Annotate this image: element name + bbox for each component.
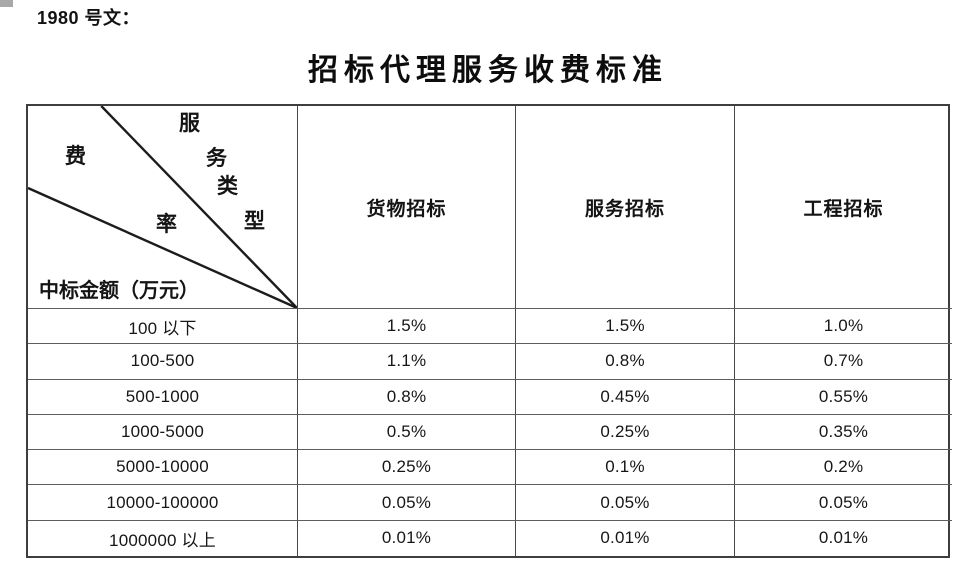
rate-cell: 0.8%: [516, 344, 735, 380]
rate-cell: 0.1%: [516, 450, 735, 486]
rate-cell: 0.5%: [298, 414, 516, 451]
rate-cell: 1.5%: [516, 309, 735, 345]
page-edge-artifact: [0, 0, 13, 7]
rate-cell: 0.05%: [735, 485, 952, 521]
rate-cell: 0.45%: [516, 379, 735, 415]
amount-cell: 100 以下: [28, 309, 298, 345]
rate-cell: 0.01%: [818, 528, 869, 548]
corner-service-type-char: 务: [206, 146, 227, 170]
column-header-services: 服务招标: [516, 106, 735, 309]
corner-service-type-char: 型: [244, 209, 265, 233]
amount-cell: 10000-100000: [28, 485, 298, 521]
page-title: 招标代理服务收费标准: [308, 54, 668, 87]
rate-cell: 0.05%: [516, 485, 735, 521]
diagonal-split-lines: [28, 106, 297, 308]
rate-cell: 0.35%: [735, 415, 952, 451]
amount-cell: 1000000 以上: [28, 520, 298, 556]
amount-cell: 1000-5000: [28, 414, 298, 451]
fee-standard-table: 服 务 类 型 费 率 中标金额（万元） 货物招标 服务招标 工程招标 100 …: [26, 104, 952, 558]
rate-cell: 0.55%: [735, 380, 952, 415]
rate-cell: 0.05%: [298, 485, 516, 521]
rate-cell: 0.25%: [516, 414, 735, 451]
rate-cell: 1.0%: [735, 309, 952, 345]
corner-fee-rate-char: 率: [156, 212, 177, 236]
rate-cell: 0.7%: [735, 344, 952, 380]
table-corner-header-cell: 服 务 类 型 费 率 中标金额（万元）: [28, 106, 298, 309]
rate-cell: 0.01%: [298, 520, 516, 556]
amount-cell: 100-500: [28, 344, 298, 380]
amount-cell: 5000-10000: [28, 450, 298, 486]
column-header-works: 工程招标: [735, 106, 952, 309]
rate-cell: 0.8%: [298, 379, 516, 415]
diagonal-line-upper: [100, 106, 297, 308]
corner-service-type-char: 类: [217, 174, 238, 198]
diagonal-line-lower: [28, 186, 297, 308]
corner-amount-label: 中标金额（万元）: [39, 280, 199, 302]
amount-cell: 500-1000: [28, 379, 298, 415]
corner-fee-rate-char: 费: [65, 144, 86, 168]
rate-cell: 1.1%: [298, 344, 516, 380]
rate-cell: 1.5%: [298, 309, 516, 345]
doc-number-label: 1980 号文：: [37, 8, 141, 28]
rate-cell: 0.25%: [298, 450, 516, 486]
rate-cell: 0.01%: [516, 520, 735, 556]
column-header-goods: 货物招标: [298, 106, 516, 309]
rate-cell: 0.2%: [735, 450, 952, 486]
corner-service-type-char: 服: [179, 111, 200, 135]
